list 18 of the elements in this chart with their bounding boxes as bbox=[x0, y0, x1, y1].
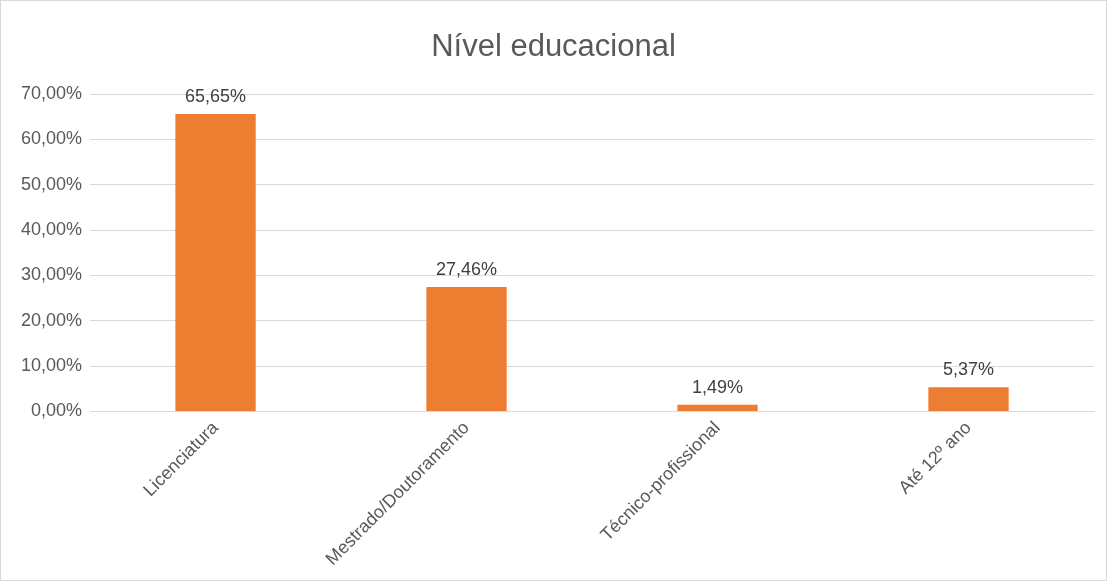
y-tick-label: 70,00% bbox=[20, 83, 83, 104]
y-tick-label: 20,00% bbox=[20, 309, 83, 330]
bar bbox=[928, 387, 1009, 411]
y-tick-label: 30,00% bbox=[20, 264, 83, 285]
data-label: 5,37% bbox=[942, 359, 995, 380]
bar bbox=[175, 113, 256, 411]
bar bbox=[426, 287, 507, 411]
y-tick-label: 10,00% bbox=[20, 355, 83, 376]
data-label: 27,46% bbox=[436, 258, 498, 279]
data-label: 65,65% bbox=[185, 85, 247, 106]
y-tick-label: 50,00% bbox=[20, 173, 83, 194]
x-tick-label: Até 12º ano bbox=[894, 417, 975, 498]
y-tick-label: 40,00% bbox=[20, 219, 83, 240]
chart-title: Nível educacional bbox=[431, 28, 676, 64]
y-tick-label: 60,00% bbox=[20, 128, 83, 149]
bar bbox=[677, 404, 758, 411]
data-label: 1,49% bbox=[691, 376, 744, 397]
y-tick-label: 0,00% bbox=[31, 400, 83, 421]
